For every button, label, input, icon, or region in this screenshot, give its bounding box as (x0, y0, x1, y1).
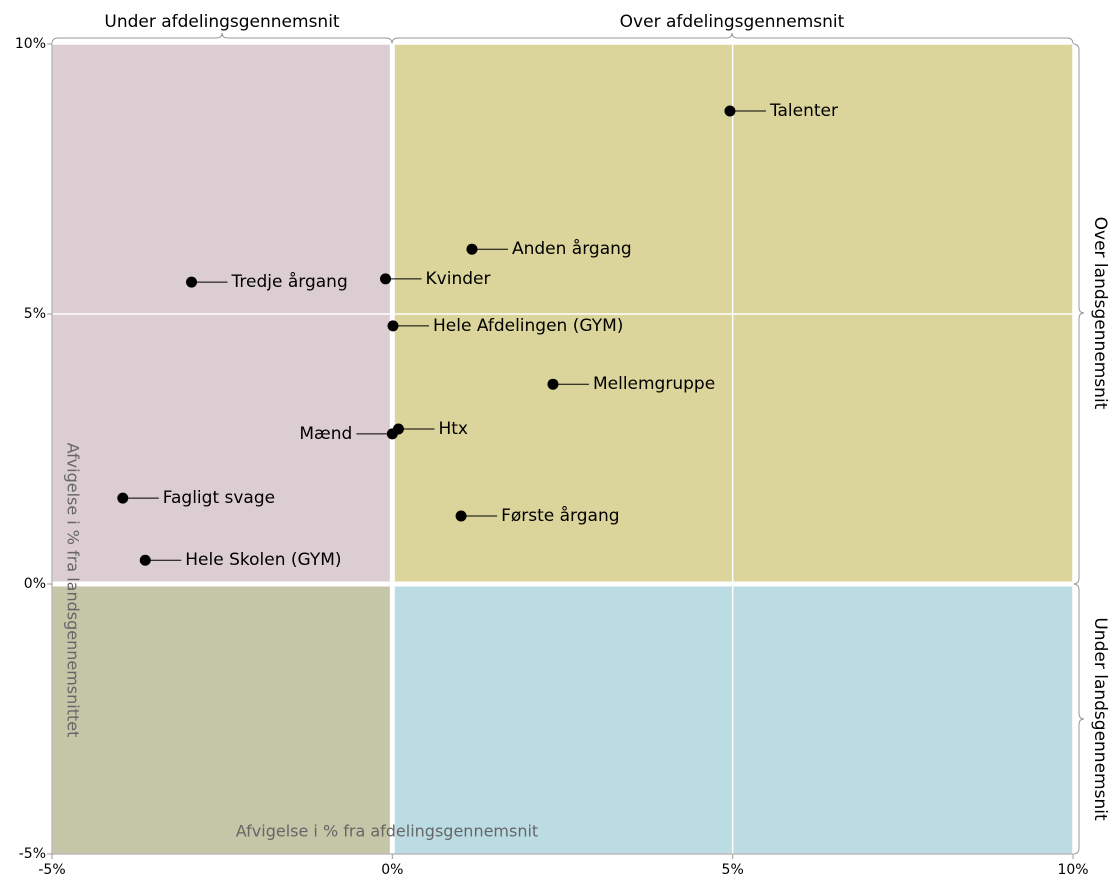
x-tick-label: 10% (1057, 862, 1088, 878)
x-tick-label: 5% (722, 862, 744, 878)
y-tick-label: 0% (24, 576, 46, 592)
x-tick-label: 0% (381, 862, 403, 878)
y-tick-label: -5% (19, 846, 46, 862)
point (117, 492, 129, 504)
y-axis-title: Afvigelse i % fra landsgennemsnittet (64, 443, 83, 738)
x-axis-title: Afvigelse i % fra afdelingsgennemsnit (236, 822, 538, 841)
point (724, 105, 736, 117)
point (455, 510, 467, 522)
point (186, 276, 198, 288)
annotation: Under afdelingsgennemsnit (104, 12, 340, 32)
point-label: Hele Skolen (GYM) (185, 550, 341, 570)
point (380, 273, 392, 285)
point-label: Mellemgruppe (593, 374, 715, 394)
point-label: Tredje årgang (231, 271, 348, 292)
bracket (1072, 43, 1085, 855)
point-label: Kvinder (426, 269, 491, 289)
point-label: Fagligt svage (163, 488, 275, 508)
y-tick-label: 5% (24, 306, 46, 322)
point (139, 554, 151, 566)
point (547, 378, 559, 390)
quadrant (52, 584, 393, 854)
point (392, 423, 404, 435)
annotation: Over afdelingsgennemsnit (620, 12, 845, 32)
point-label: Mænd (299, 424, 352, 444)
annotation: Under landsgennemsnit (1090, 617, 1110, 821)
y-tick-label: 10% (15, 36, 46, 52)
point-label: Htx (438, 419, 468, 439)
plot-background (52, 44, 1073, 854)
point (466, 243, 478, 255)
annotation: Over landsgennemsnit (1090, 217, 1110, 410)
x-tick-label: -5% (38, 862, 65, 878)
point-label: Anden årgang (512, 238, 632, 259)
point-label: Hele Afdelingen (GYM) (433, 316, 623, 336)
bracket (51, 32, 1074, 45)
point (387, 320, 399, 332)
point-label: Første årgang (501, 505, 619, 526)
point-label: Talenter (769, 101, 838, 121)
